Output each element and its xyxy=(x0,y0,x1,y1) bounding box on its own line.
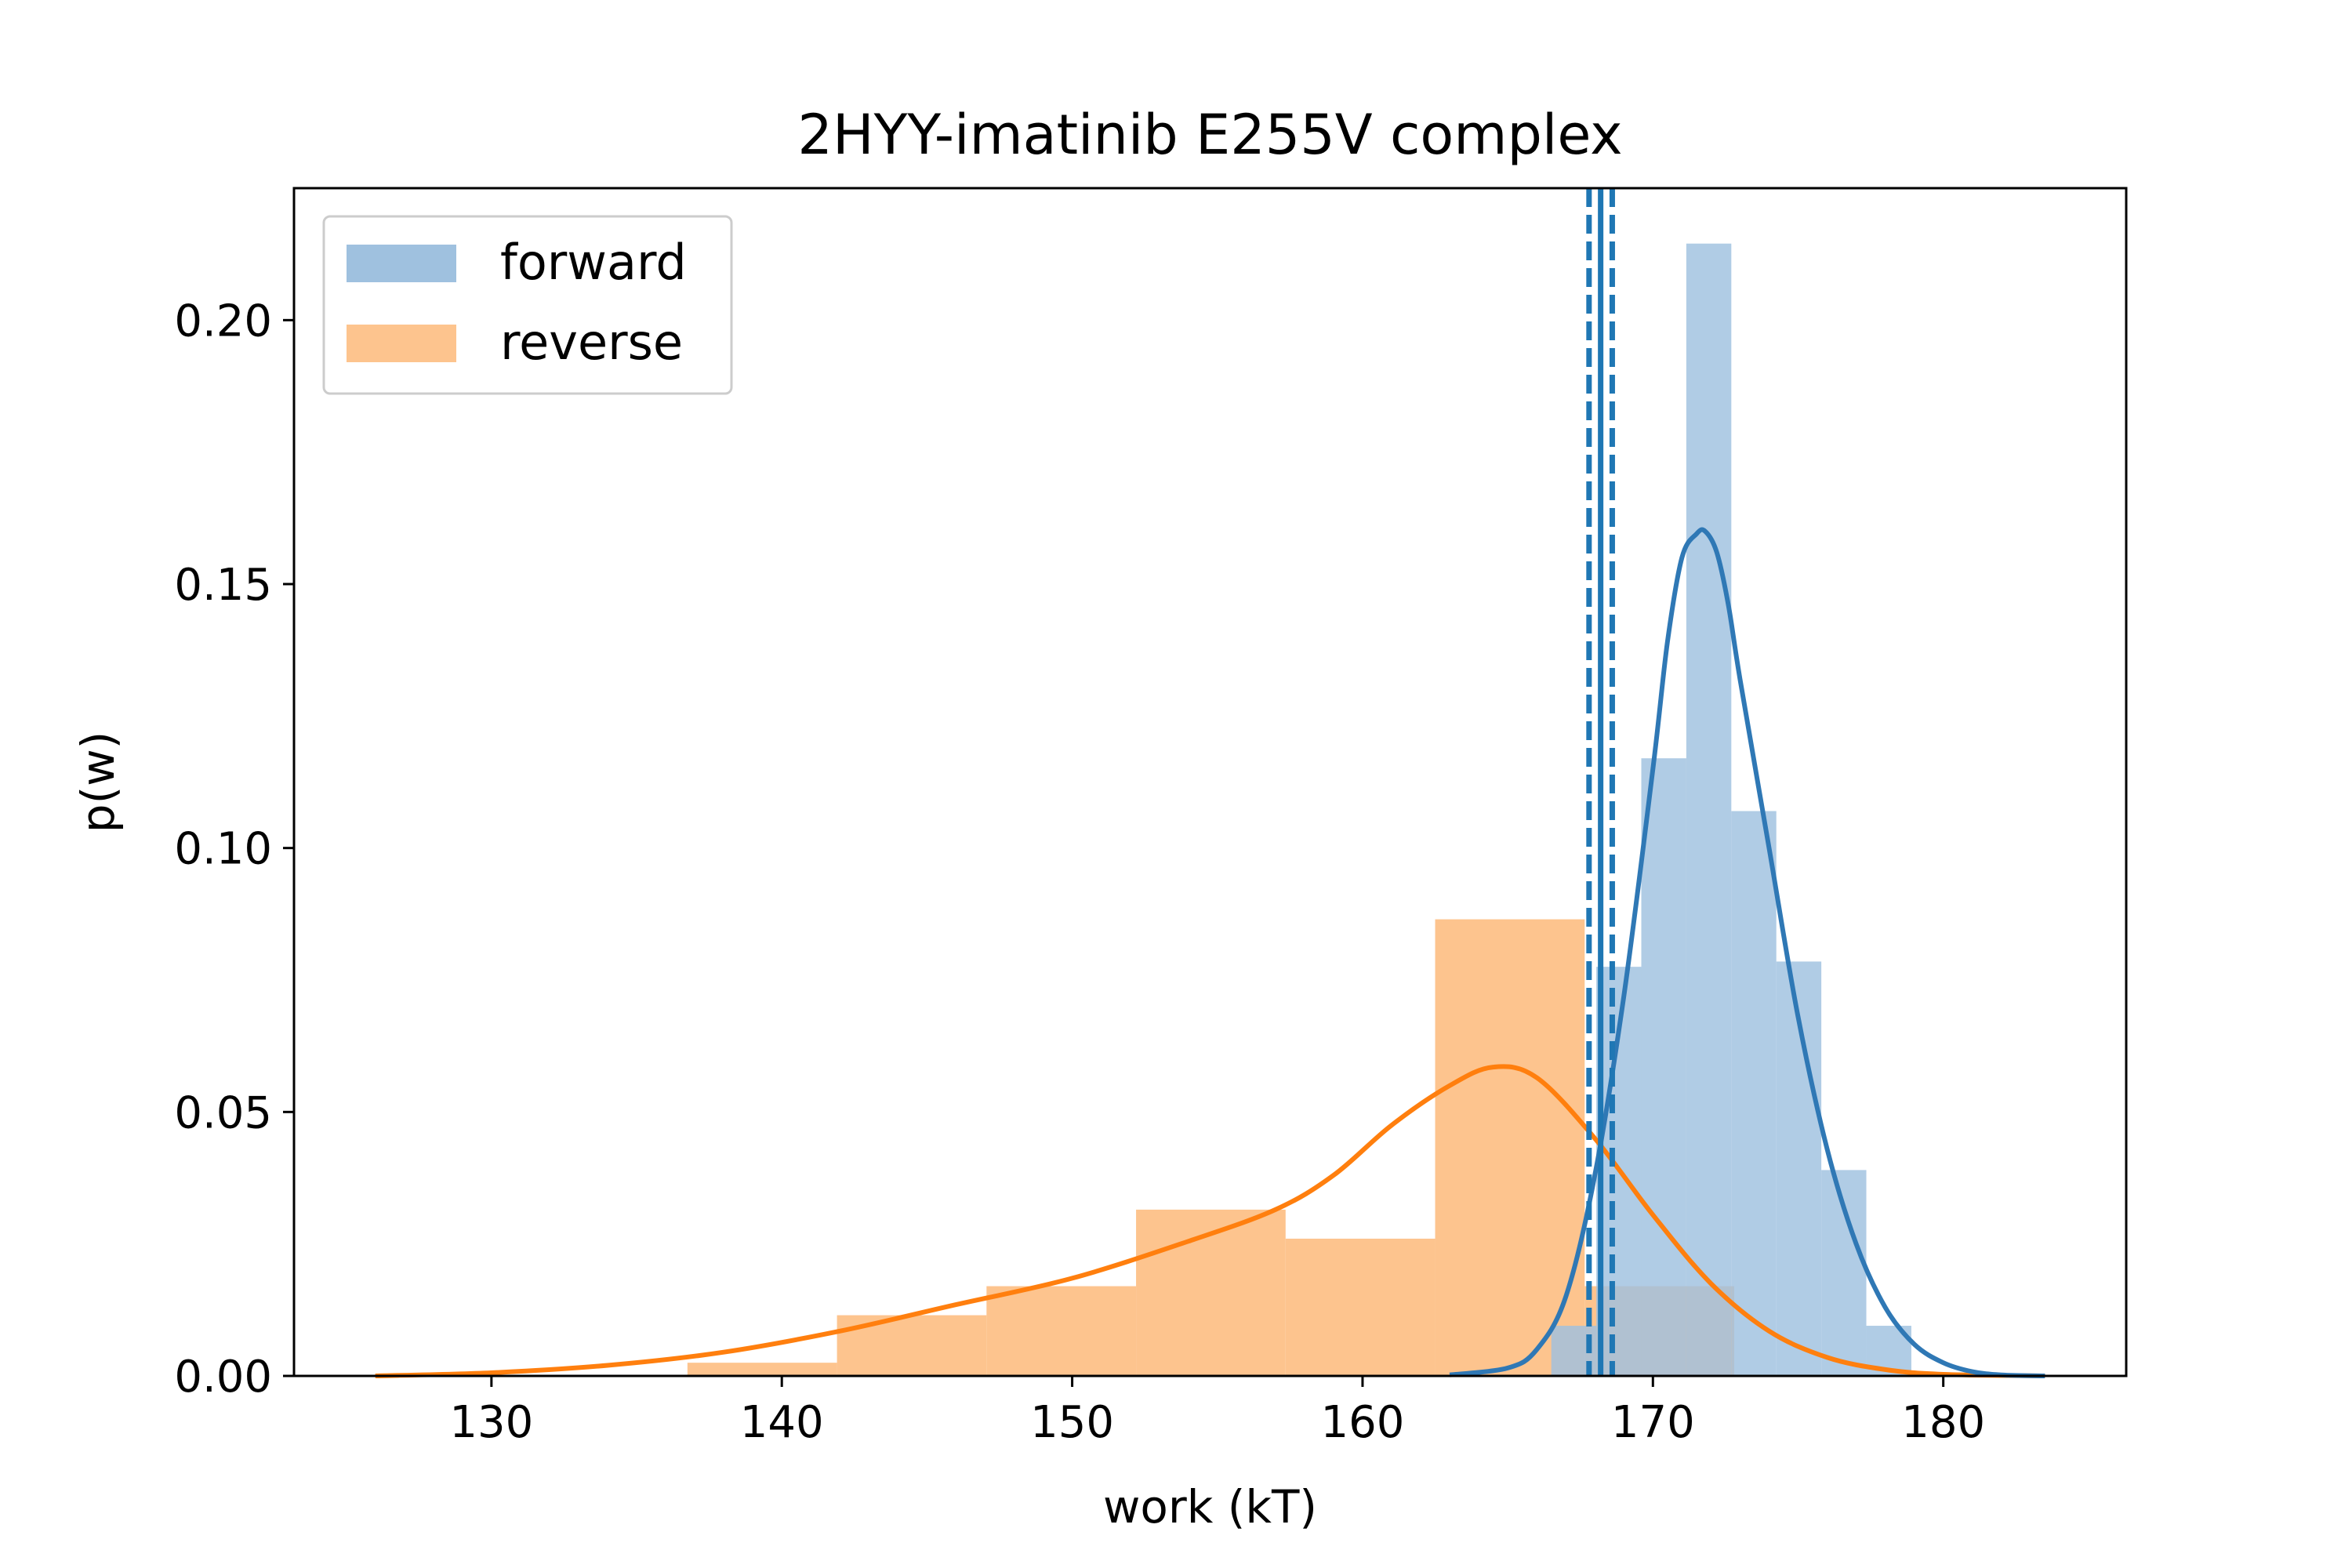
chart-title: 2HYY-imatinib E255V complex xyxy=(797,103,1622,167)
y-tick-label: 0.10 xyxy=(174,824,272,875)
y-tick-label: 0.05 xyxy=(174,1087,272,1138)
x-tick-label: 180 xyxy=(1901,1397,1985,1448)
bar-reverse-3 xyxy=(1136,1209,1286,1376)
y-tick-label: 0.00 xyxy=(174,1352,272,1403)
legend: forward reverse xyxy=(322,215,733,395)
legend-swatch-forward xyxy=(347,245,456,282)
x-tick-label: 130 xyxy=(449,1397,533,1448)
kde-reverse xyxy=(375,1064,2045,1378)
bar-reverse-1 xyxy=(837,1315,987,1376)
legend-label-forward: forward xyxy=(500,234,687,291)
x-tick-label: 150 xyxy=(1030,1397,1114,1448)
bar-forward-4 xyxy=(1731,811,1777,1376)
axes-frame xyxy=(292,187,2128,1377)
bar-reverse-2 xyxy=(986,1286,1137,1376)
bar-forward-2 xyxy=(1641,758,1686,1376)
density-curves xyxy=(375,527,2045,1378)
x-tick-label: 170 xyxy=(1611,1397,1695,1448)
vertical-lines xyxy=(1586,188,1615,1376)
x-axis-ticks: 130 140 150 160 170 180 xyxy=(449,1376,1985,1448)
y-tick-label: 0.20 xyxy=(174,296,272,347)
bar-reverse-0 xyxy=(687,1363,837,1376)
bar-reverse-5 xyxy=(1435,919,1585,1376)
x-axis-label: work (kT) xyxy=(1103,1480,1317,1534)
y-tick-label: 0.15 xyxy=(174,560,272,611)
y-axis-ticks: 0.00 0.05 0.10 0.15 0.20 xyxy=(174,296,294,1403)
x-tick-label: 140 xyxy=(740,1397,824,1448)
bar-reverse-4 xyxy=(1285,1238,1436,1376)
x-tick-label: 160 xyxy=(1320,1397,1404,1448)
legend-label-reverse: reverse xyxy=(500,314,683,371)
legend-swatch-reverse xyxy=(347,325,456,362)
bar-forward-3 xyxy=(1686,243,1732,1377)
y-axis-label: p(w) xyxy=(71,731,125,833)
kde-forward xyxy=(1449,527,2045,1378)
